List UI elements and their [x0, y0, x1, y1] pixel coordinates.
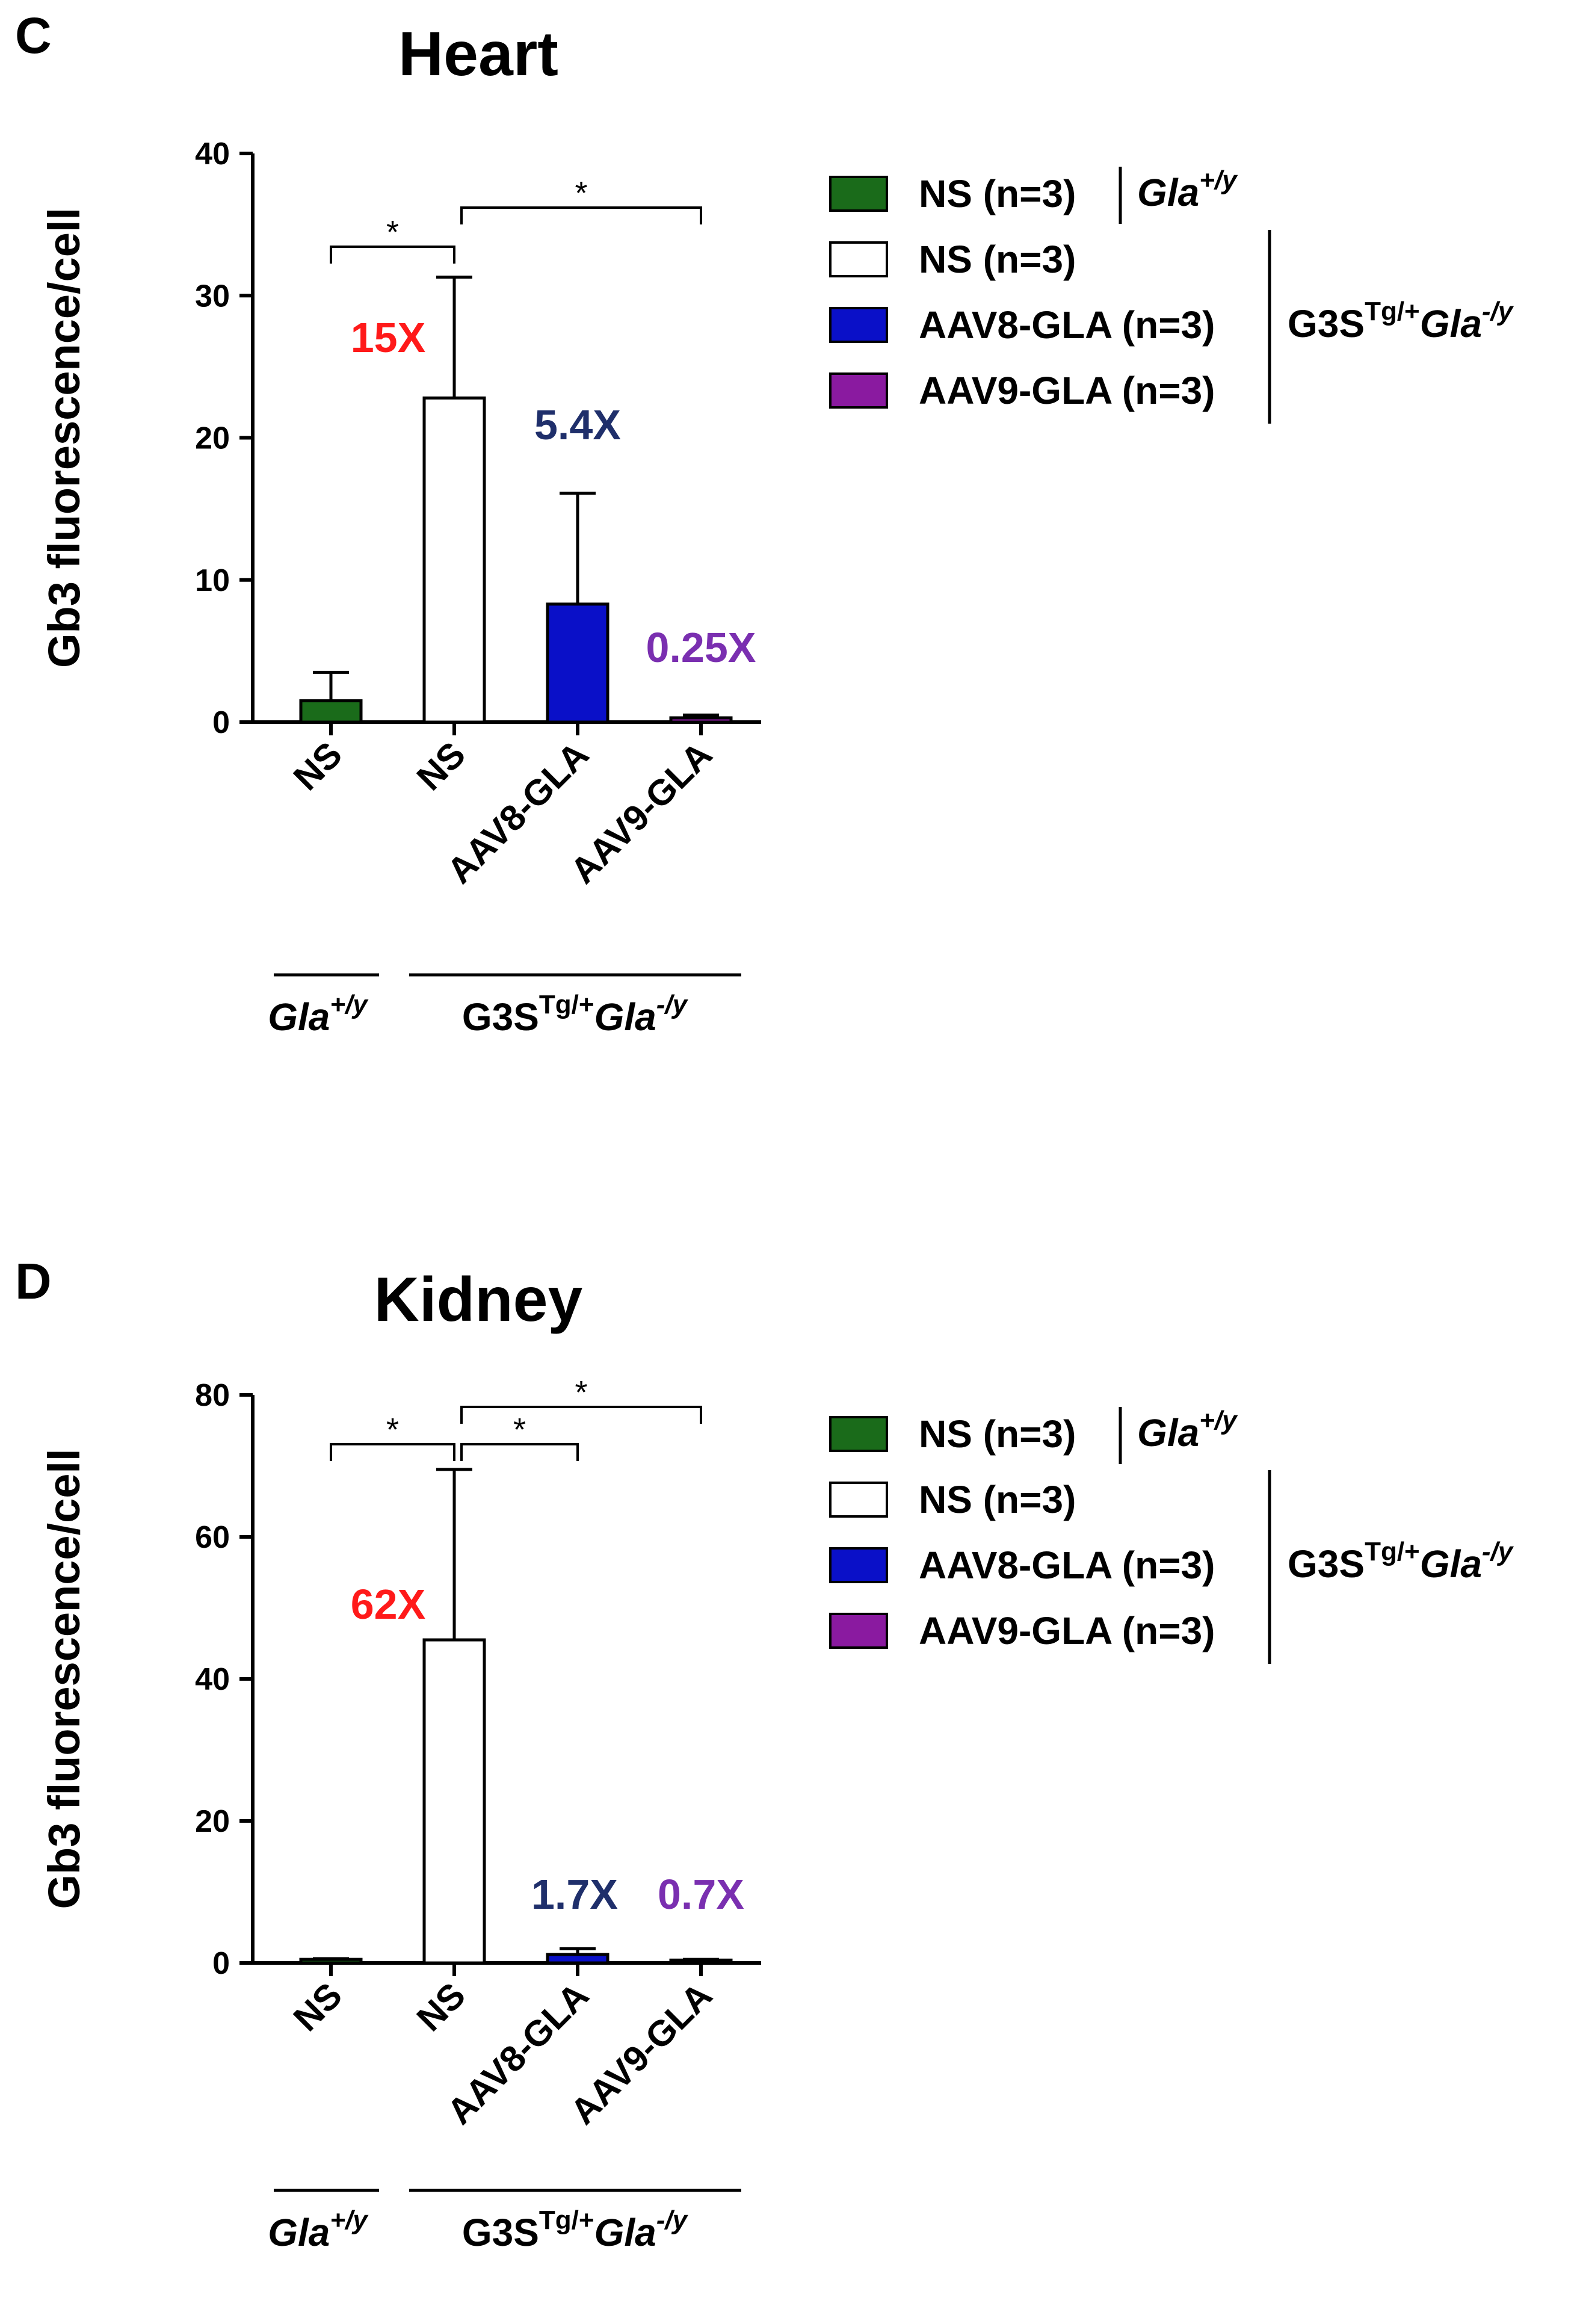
bar [299, 699, 363, 724]
significance-bracket [330, 1443, 455, 1461]
legend-swatch [829, 372, 888, 409]
genotype-superscript: -/y [656, 990, 689, 1019]
genotype-name: Gla [594, 995, 656, 1039]
y-tick-label: 60 [195, 1520, 230, 1555]
legend-swatch [829, 241, 888, 277]
genotype-superscript: +/y [330, 2205, 369, 2235]
y-tick-label: 0 [212, 1946, 230, 1981]
y-tick-label: 40 [195, 137, 230, 172]
chart-title: Kidney [374, 1265, 583, 1335]
genotype-superscript: Tg/+ [539, 2205, 594, 2235]
legend-label: NS (n=3) [919, 1412, 1076, 1456]
genotype-superscript: -/y [1482, 297, 1514, 326]
genotype-superscript: Tg/+ [1365, 297, 1420, 326]
significance-star: * [575, 1374, 587, 1411]
bar [669, 716, 733, 724]
legend-swatch [829, 1416, 888, 1452]
y-tick-label: 20 [195, 421, 230, 456]
genotype-label: Gla+/y [268, 2205, 369, 2254]
legend-swatch [829, 1613, 888, 1649]
y-tick-label: 10 [195, 563, 230, 598]
genotype-label: G3STg/+Gla-/y [462, 990, 689, 1039]
y-tick-label: 30 [195, 279, 230, 314]
fold-change-annotation: 0.25X [646, 624, 756, 671]
fold-change-annotation: 15X [351, 314, 426, 361]
significance-bracket [330, 246, 455, 264]
legend-label: AAV9-GLA (n=3) [919, 369, 1215, 412]
significance-star: * [386, 1412, 399, 1448]
legend-swatch [829, 307, 888, 343]
genotype-name: Gla [268, 995, 330, 1039]
y-tick-label: 20 [195, 1804, 230, 1839]
bar [546, 602, 609, 724]
significance-bracket [460, 1443, 579, 1461]
y-tick-label: 0 [212, 705, 230, 740]
x-category-label: NS [286, 1975, 350, 2039]
panel-label: D [15, 1253, 52, 1309]
y-axis-label: Gb3 fluorescence/cell [39, 1448, 89, 1909]
legend-label: AAV9-GLA (n=3) [919, 1609, 1215, 1652]
genotype-name: G3S [1288, 302, 1365, 345]
genotype-name: Gla [1420, 302, 1482, 345]
legend-label: NS (n=3) [919, 238, 1076, 281]
chart-panel-d: D Kidney Gb3 fluorescence/cell 0 20 40 60 80 NS N… [15, 1253, 1514, 2254]
significance-bracket [460, 1406, 702, 1424]
legend-swatch [829, 1547, 888, 1583]
genotype-name: G3S [462, 995, 539, 1039]
genotype-superscript: -/y [656, 2205, 689, 2235]
bar [546, 1953, 609, 1965]
genotype-label: G3STg/+Gla-/y [462, 2205, 689, 2254]
genotype-label: Gla+/y [1137, 1406, 1238, 1454]
x-category-label: NS [286, 734, 350, 798]
panel-label: C [15, 7, 52, 64]
significance-bracket [460, 206, 702, 224]
genotype-superscript: +/y [1199, 165, 1238, 195]
genotype-label: Gla+/y [268, 990, 369, 1039]
significance-star: * [386, 214, 399, 250]
genotype-name: Gla [1420, 1542, 1482, 1586]
genotype-label: Gla+/y [1137, 165, 1238, 214]
bar [422, 1638, 486, 1965]
significance-star: * [513, 1412, 526, 1448]
x-category-label: NS [409, 734, 473, 798]
legend-swatch [829, 176, 888, 212]
y-axis-label: Gb3 fluorescence/cell [39, 208, 89, 668]
significance-star: * [575, 175, 587, 211]
legend-label: AAV8-GLA (n=3) [919, 1544, 1215, 1587]
genotype-superscript: Tg/+ [1365, 1537, 1420, 1566]
bar [669, 1958, 733, 1965]
genotype-superscript: +/y [1199, 1406, 1238, 1435]
genotype-name: Gla [268, 2211, 330, 2254]
fold-change-annotation: 5.4X [534, 401, 621, 448]
fold-change-annotation: 1.7X [531, 1871, 618, 1918]
genotype-superscript: +/y [330, 990, 369, 1019]
genotype-label: G3STg/+Gla-/y [1288, 297, 1514, 345]
genotype-name: Gla [1137, 1411, 1199, 1454]
genotype-superscript: -/y [1482, 1537, 1514, 1566]
legend-label: AAV8-GLA (n=3) [919, 303, 1215, 347]
bar [299, 1958, 363, 1965]
genotype-name: Gla [1137, 171, 1199, 214]
y-tick-label: 40 [195, 1662, 230, 1697]
genotype-name: G3S [462, 2211, 539, 2254]
x-category-label: NS [409, 1975, 473, 2039]
genotype-label: G3STg/+Gla-/y [1288, 1537, 1514, 1586]
legend-swatch [829, 1482, 888, 1518]
genotype-superscript: Tg/+ [539, 990, 594, 1019]
chart-title: Heart [398, 19, 558, 89]
legend-label: NS (n=3) [919, 1478, 1076, 1521]
genotype-name: Gla [594, 2211, 656, 2254]
fold-change-annotation: 62X [351, 1581, 426, 1628]
bar [422, 396, 486, 724]
fold-change-annotation: 0.7X [658, 1871, 744, 1918]
genotype-name: G3S [1288, 1542, 1365, 1586]
chart-panel-c: C Heart Gb3 fluorescence/cell 0 10 20 30 40 NS NS… [15, 7, 1514, 1039]
y-tick-label: 80 [195, 1378, 230, 1413]
legend-label: NS (n=3) [919, 172, 1076, 215]
